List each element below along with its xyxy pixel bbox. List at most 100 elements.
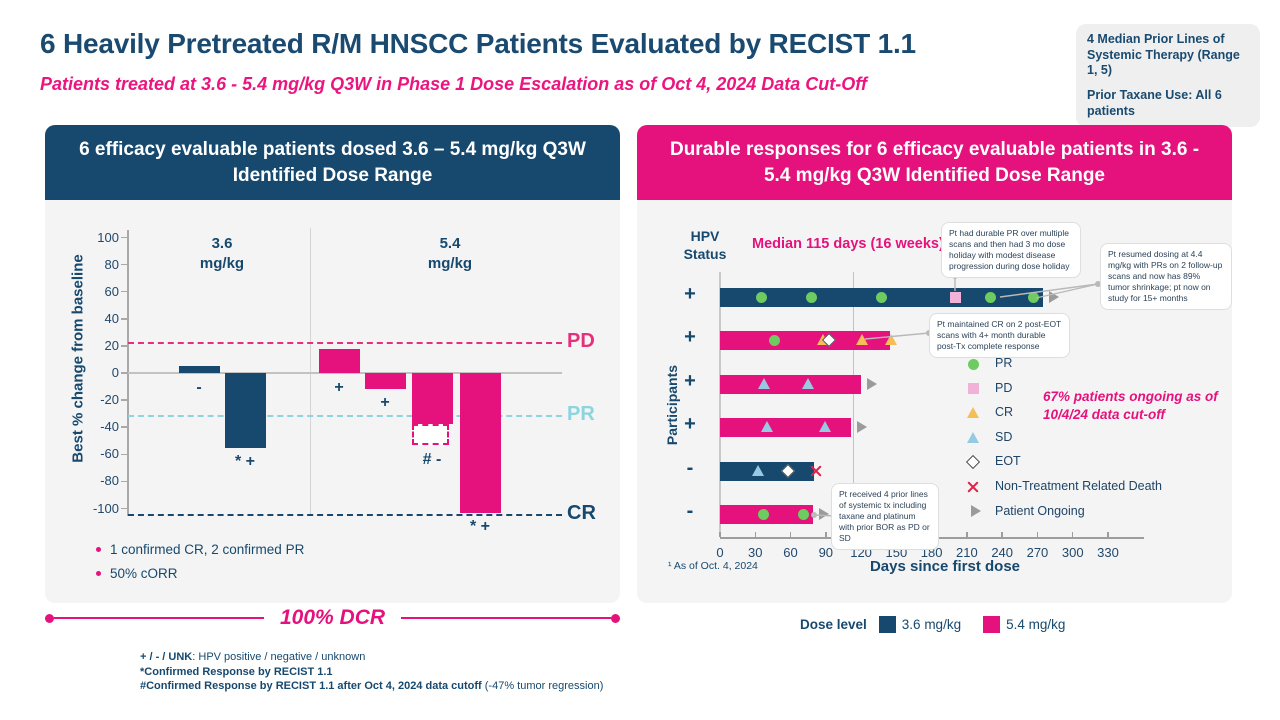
patient-ongoing-arrow <box>856 420 867 433</box>
swimmer-bar <box>720 374 862 394</box>
callout-annotation: Pt resumed dosing at 4.4 mg/kg with PRs … <box>1100 243 1232 311</box>
threshold-label-pd: PD <box>567 330 595 353</box>
x-tick <box>1001 532 1003 537</box>
dose-5-4-label: 5.4 mg/kg <box>1006 617 1066 632</box>
hpv-status-sign: + <box>684 370 696 392</box>
ongoing-percentage-note: 67% patients ongoing as of 10/4/24 data … <box>1043 389 1218 422</box>
waterfall-chart: 1 confirmed CR, 2 confirmed PR 50% cORR … <box>45 200 620 603</box>
y-tick <box>121 345 128 347</box>
pr-marker <box>984 291 996 303</box>
dose-legend-item: 5.4 mg/kg <box>983 616 1065 633</box>
dcr-line-left <box>54 617 264 619</box>
legend-label: PR <box>995 356 1013 370</box>
x-tick <box>754 532 757 537</box>
dcr-banner: 100% DCR <box>45 606 621 630</box>
footnote-hpv-key: + / - / UNK: HPV positive / negative / u… <box>140 651 366 663</box>
sd-marker <box>752 465 765 476</box>
pr-marker <box>875 291 887 303</box>
patient-ongoing-arrow <box>818 507 829 520</box>
prior-therapy-info-box: 4 Median Prior Lines of Systemic Therapy… <box>1076 24 1260 128</box>
hpv-status-sign: - <box>686 500 694 522</box>
bar-annotation: * + <box>469 517 490 535</box>
dcr-label: 100% DCR <box>279 606 386 629</box>
pr-marker <box>755 291 767 303</box>
callout-annotation: Pt had durable PR over multiple scans an… <box>941 222 1081 279</box>
hpv-status-column-header: HPV Status <box>683 228 727 262</box>
dose-group-label: 5.4 mg/kg <box>427 235 473 272</box>
y-tick <box>121 480 128 483</box>
baseline <box>128 372 562 374</box>
median-line <box>852 272 855 537</box>
dose-legend-item: 3.6 mg/kg <box>878 616 962 633</box>
patient-ongoing-arrow <box>1049 290 1060 303</box>
hpv-status-sign: + <box>684 413 696 435</box>
pr-marker <box>1028 291 1040 303</box>
threshold-line-pr <box>128 415 562 418</box>
sd-marker <box>760 421 773 432</box>
legend-label: Patient Ongoing <box>995 503 1085 518</box>
bar-annotation: + <box>334 379 344 396</box>
cr-marker <box>885 334 898 345</box>
x-tick <box>1107 532 1109 537</box>
pd-marker <box>949 291 961 303</box>
y-tick-label: 100 <box>97 229 119 245</box>
dcr-line-right <box>401 617 612 619</box>
response-summary-list: 1 confirmed CR, 2 confirmed PR 50% cORR <box>93 538 304 585</box>
legend-label: CR <box>995 405 1014 420</box>
dose-level-label: Dose level <box>800 617 867 632</box>
y-tick-label: 20 <box>104 337 119 353</box>
bar-annotation: * + <box>234 452 255 470</box>
waterfall-bar <box>318 348 360 373</box>
y-tick-label: -80 <box>100 473 119 489</box>
hpv-status-sign: - <box>686 457 694 479</box>
pr-marker <box>797 508 809 520</box>
cr-legend-icon <box>966 407 979 419</box>
cr-marker <box>855 334 868 345</box>
waterfall-panel: 6 efficacy evaluable patients dosed 3.6 … <box>45 125 620 603</box>
swimmer-panel: Durable responses for 6 efficacy evaluab… <box>637 125 1232 603</box>
x-tick-label: 210 <box>956 545 978 560</box>
dose-3-6-label: 3.6 mg/kg <box>901 617 962 632</box>
swimmer-panel-header: Durable responses for 6 efficacy evaluab… <box>637 125 1232 200</box>
x-tick <box>719 532 721 537</box>
sd-marker <box>819 421 832 432</box>
info-box-line-prior-lines: 4 Median Prior Lines of Systemic Therapy… <box>1087 32 1240 78</box>
bar-annotation: + <box>380 394 390 412</box>
threshold-label-cr: CR <box>567 502 596 525</box>
y-tick-label: -100 <box>92 500 119 516</box>
waterfall-bar <box>459 373 501 513</box>
waterfall-bar <box>178 366 220 373</box>
callout-annotation: Pt received 4 prior lines of systemic tx… <box>831 483 939 551</box>
median-duration-label: Median 115 days (16 weeks)¹ <box>752 236 949 252</box>
list-item: 1 confirmed CR, 2 confirmed PR <box>93 538 304 562</box>
x-tick-label: 30 <box>748 545 763 560</box>
hpv-status-sign: + <box>684 283 696 305</box>
plot-y-axis-line <box>719 272 721 537</box>
y-tick <box>121 263 128 266</box>
x-tick-label: 240 <box>991 545 1014 560</box>
legend-label: EOT <box>995 454 1021 469</box>
swimmer-bar <box>720 417 851 437</box>
x-tick <box>789 532 792 537</box>
ongoing-legend-icon <box>971 505 981 518</box>
x-axis-label: Days since first dose <box>869 558 1021 575</box>
x-tick <box>1071 532 1074 537</box>
x-tick <box>966 532 968 537</box>
footnotes: + / - / UNK: HPV positive / negative / u… <box>140 650 603 694</box>
waterfall-bar <box>411 373 453 425</box>
sd-marker <box>758 378 771 389</box>
callout-annotation: Pt maintained CR on 2 post-EOT scans wit… <box>929 313 1070 359</box>
y-tick-label: 0 <box>111 365 119 380</box>
y-tick <box>121 399 128 401</box>
y-tick-label: 80 <box>104 256 119 272</box>
waterfall-panel-header: 6 efficacy evaluable patients dosed 3.6 … <box>45 125 620 200</box>
y-tick-label: 40 <box>104 310 119 326</box>
dcr-line-dot-right <box>611 613 621 623</box>
group-divider <box>310 228 312 516</box>
waterfall-bar <box>364 373 406 390</box>
x-tick <box>825 532 827 537</box>
pr-marker <box>758 508 769 520</box>
page-title: 6 Heavily Pretreated R/M HNSCC Patients … <box>40 28 916 59</box>
pd-legend-icon <box>967 383 979 395</box>
